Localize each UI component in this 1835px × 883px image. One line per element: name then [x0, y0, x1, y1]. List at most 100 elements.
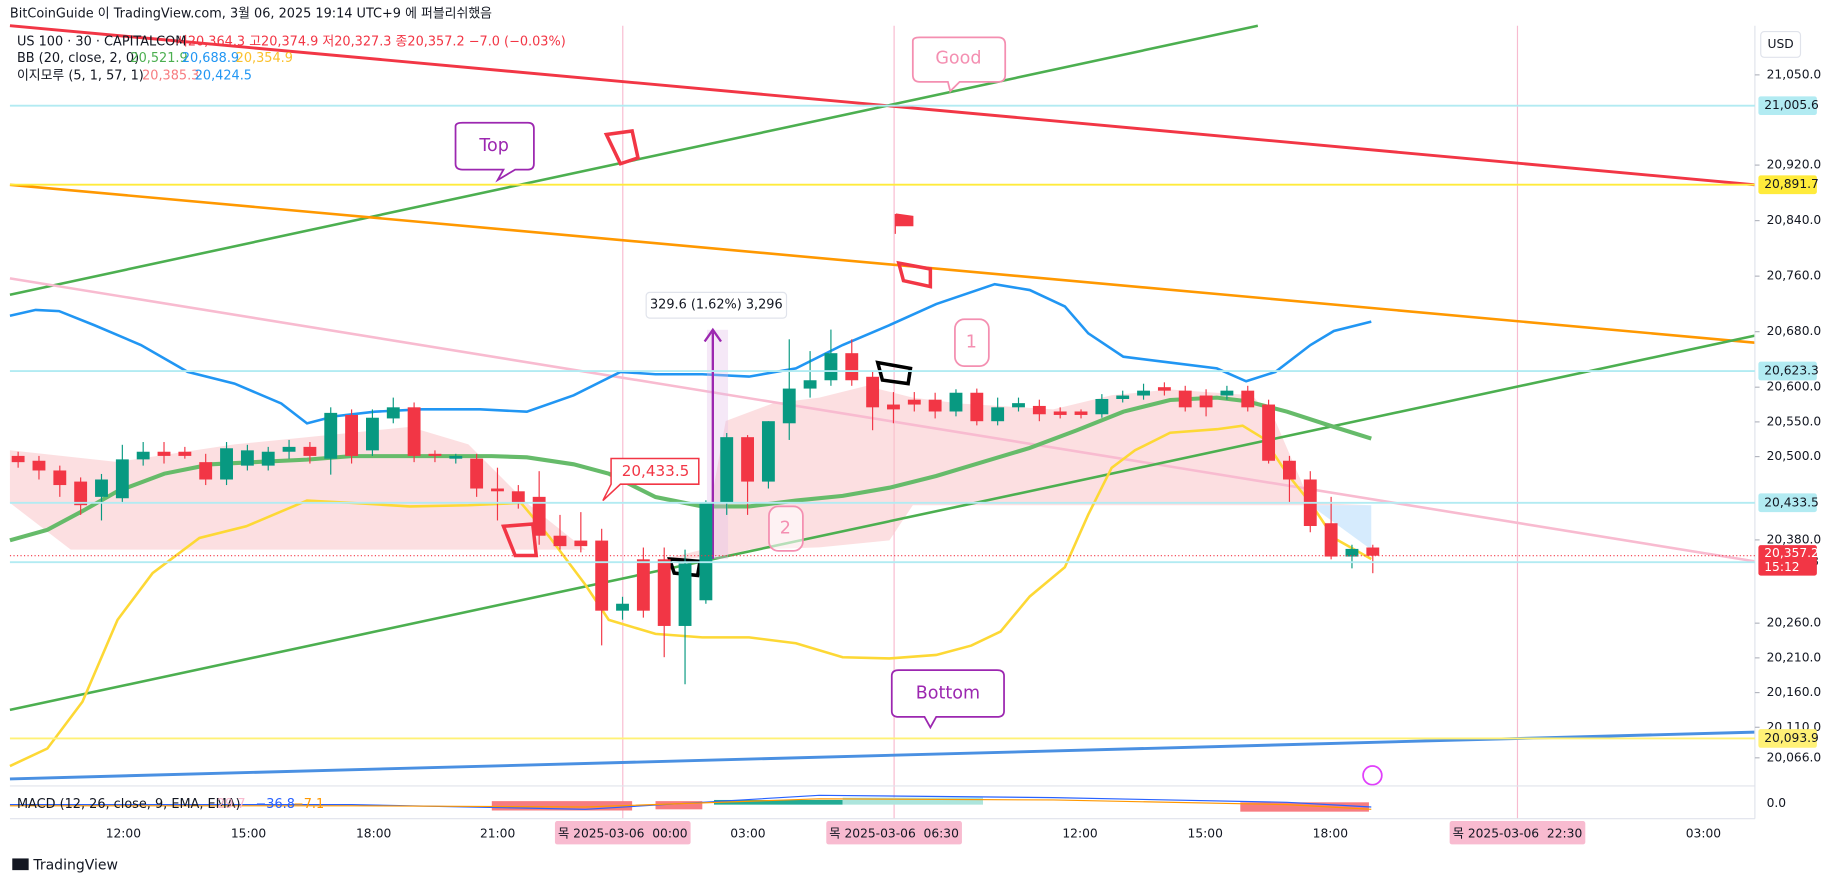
macd-zero: 0.0: [1767, 796, 1787, 810]
bb-name: BB (20, close, 2, 0): [17, 51, 139, 66]
bb-value: 20,521.9: [130, 51, 187, 66]
candle-body: [1262, 404, 1276, 461]
candle-body: [949, 392, 963, 412]
measure-box: [645, 291, 788, 319]
candle-body: [1324, 523, 1338, 557]
candle-body: [407, 407, 421, 456]
y-tick-label: 20,680.0: [1767, 324, 1822, 338]
candle-body: [1095, 398, 1109, 415]
callout-box: [890, 669, 1005, 730]
y-tick-label: 20,380.0: [1767, 532, 1822, 546]
candle-body: [532, 496, 546, 536]
candle-body: [636, 559, 650, 611]
candle-body: [11, 455, 25, 463]
brand-logo: [12, 858, 29, 871]
x-tick-label: 18:00: [356, 826, 391, 840]
time-highlight-label: 목 2025-03-06 00:00: [558, 826, 688, 840]
callouts: Top Good Bottom 1 2 20,433.5 329.6 (1.62…: [454, 36, 1007, 730]
y-tick-label: 21,050.0: [1767, 67, 1822, 81]
candle-body: [720, 437, 734, 504]
candle-body: [907, 399, 921, 405]
candle-body: [803, 380, 817, 389]
macd-value: −36.8: [256, 797, 295, 812]
y-tick-label: 20,066.0: [1767, 750, 1822, 764]
y-tick-label: 20,840.0: [1767, 213, 1822, 227]
candle-body: [1137, 390, 1150, 396]
price-tag: [1758, 729, 1817, 748]
x-tick-label: 12:00: [1062, 826, 1097, 840]
drawings: [9, 24, 1756, 819]
hand-icon: [667, 557, 703, 578]
candle-body: [1074, 411, 1088, 415]
price-tag-label: 20,891.7: [1764, 177, 1819, 191]
candle-body: [220, 448, 233, 480]
y-tick-label: 20,550.0: [1767, 414, 1822, 428]
candle-body: [449, 455, 463, 459]
ichi-name: 이지모루 (5, 1, 57, 1): [17, 69, 144, 84]
ichi-value: 20,385.3: [142, 69, 199, 84]
price-tag: [1758, 175, 1817, 195]
hand-icon: [896, 260, 933, 289]
hand-icon: [875, 360, 913, 386]
callout-box: [954, 318, 990, 367]
bb-value: 20,354.9: [236, 51, 293, 66]
candle-body: [970, 392, 984, 422]
y-tick-label: 20,760.0: [1767, 269, 1822, 283]
price-note: 20,433.5: [622, 462, 690, 480]
currency: USD: [1768, 37, 1794, 51]
price-tag: [1758, 96, 1817, 116]
price-tag: [1758, 493, 1817, 513]
countdown: 15:12: [1764, 560, 1799, 574]
candle-body: [699, 503, 713, 601]
candle-body: [1157, 387, 1171, 391]
candle-body: [616, 603, 629, 611]
macd-value: 29.7: [217, 797, 246, 812]
price-note-box: [602, 457, 700, 502]
trendline: [9, 277, 1756, 563]
time-highlight: [1449, 821, 1586, 845]
x-tick-label: 03:00: [1686, 826, 1721, 840]
candle-body: [1283, 460, 1296, 480]
candle-body: [95, 479, 108, 497]
candle-body: [1345, 548, 1359, 557]
hand-icon: [603, 129, 641, 166]
candle-body: [1241, 390, 1255, 408]
measure-label: 329.6 (1.62%) 3,296: [650, 298, 783, 313]
time-highlight: [554, 821, 691, 845]
x-tick-label: 15:00: [1188, 826, 1223, 840]
bb-value: 20,688.9: [182, 51, 239, 66]
axes: 21,050.0 20,920.0 20,840.0 20,760.0 20,680.0…: [9, 67, 1822, 845]
candle-body: [261, 451, 275, 466]
y-tick-label: 20,210.0: [1767, 650, 1822, 664]
cloud-b: [1310, 505, 1372, 550]
callout-text: Top: [478, 136, 509, 156]
candle-body: [1366, 547, 1380, 556]
y-tick-label: 20,600.0: [1767, 380, 1822, 394]
candle-body: [136, 451, 150, 460]
callout-box: [454, 121, 535, 183]
callout-box: [768, 505, 804, 552]
candle-body: [928, 399, 942, 412]
candle-body: [741, 437, 754, 482]
callout-text: Good: [935, 48, 981, 68]
candle-body: [678, 563, 692, 626]
ichi-value: 20,424.5: [195, 69, 252, 84]
candle-body: [157, 451, 171, 456]
candle-body: [115, 459, 129, 499]
y-tick-label: 20,920.0: [1767, 158, 1822, 172]
candle-body: [782, 388, 796, 424]
currency-box: [1760, 30, 1802, 58]
trendline: [9, 183, 1756, 344]
candle-body: [845, 353, 859, 381]
x-tick-label: 12:00: [106, 826, 141, 840]
legend: BitCoinGuide 이 TradingView.com, 3월 06, 2…: [10, 6, 1802, 873]
callout-box: [911, 36, 1007, 93]
ohlc: 시20,364.3 고20,374.9 저20,327.3 종20,357.2 …: [176, 35, 566, 50]
candle-body: [53, 470, 67, 486]
candle-body: [1178, 390, 1192, 408]
last-price-tag: [1758, 545, 1817, 576]
candle-body: [761, 421, 775, 482]
candle-body: [574, 540, 588, 547]
candle-body: [178, 451, 192, 456]
